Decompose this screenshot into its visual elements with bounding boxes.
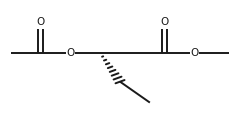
Text: O: O <box>36 17 44 27</box>
Text: O: O <box>66 48 74 58</box>
Text: O: O <box>161 17 169 27</box>
Text: O: O <box>190 48 199 58</box>
